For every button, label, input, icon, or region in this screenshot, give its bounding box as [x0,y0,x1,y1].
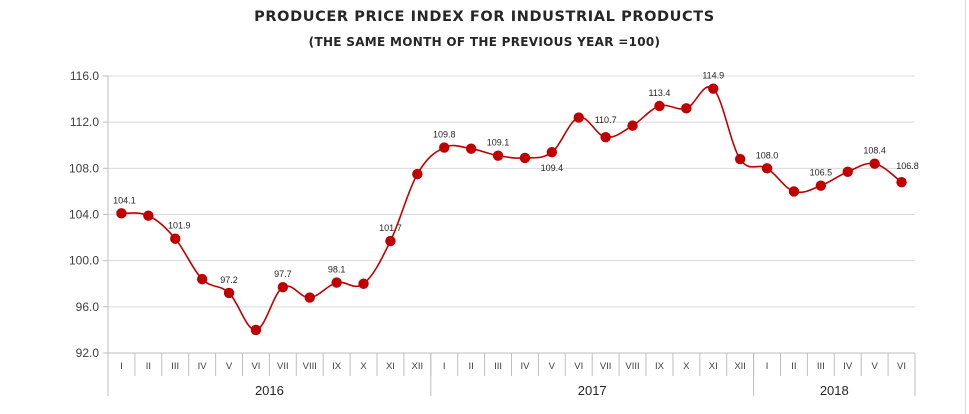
x-tick-label: X [683,361,690,372]
x-tick-label: VIII [303,361,317,372]
data-point [815,180,827,191]
data-point [277,282,289,293]
data-point [492,150,504,161]
data-label: 101.7 [379,223,402,233]
x-tick-label: IV [520,361,530,372]
x-tick-label: II [791,361,796,372]
data-label: 109.8 [433,130,456,140]
chart-title: PRODUCER PRICE INDEX FOR INDUSTRIAL PROD… [254,9,715,25]
y-tick-label: 92.0 [76,346,100,360]
x-tick-label: V [226,361,233,372]
data-point [681,103,692,114]
data-point [116,208,127,219]
y-tick-label: 116.0 [70,69,99,83]
data-label: 101.9 [168,221,191,231]
x-tick-label: XI [709,361,718,372]
x-axis-years: 2016 2017 2018 [107,353,916,398]
year-label: 2018 [820,383,849,398]
x-tick-label: VII [600,361,612,372]
data-label: 109.4 [541,163,564,173]
data-label: 98.1 [328,265,346,275]
data-label: 113.4 [649,88,671,98]
y-axis-ticks: 92.0 96.0 100.0 104.0 108.0 112.0 116.0 [69,69,108,360]
y-tick-label: 96.0 [76,300,100,314]
data-point [331,277,342,288]
x-tick-label: III [817,361,825,372]
data-label: 106.8 [896,161,919,171]
x-tick-label: VI [897,361,906,372]
data-point [143,210,154,221]
year-label: 2017 [578,383,607,398]
data-point [196,273,208,285]
x-tick-label: XI [386,361,395,372]
data-points [116,83,907,336]
data-label: 108.0 [756,150,779,160]
x-tick-label: X [360,361,367,372]
data-point [465,143,477,154]
y-tick-label: 112.0 [70,115,99,129]
x-tick-label: IX [332,361,342,372]
data-labels: 104.1 101.9 97.2 97.7 98.1 101.7 109.8 109.1 109… [113,71,919,285]
data-point [412,168,423,180]
data-point [250,324,262,336]
x-axis-ticks: I II III IV V VI VII VIII IX X XI XII I II III IV V VI VII… [107,353,916,376]
x-tick-label: I [443,361,446,372]
x-tick-label: III [494,361,502,372]
data-point [869,158,880,169]
data-point [896,176,907,188]
data-label: 109.1 [487,138,510,148]
x-tick-label: VIII [625,361,639,372]
x-tick-label: VI [251,361,260,372]
x-tick-label: I [120,361,123,372]
data-label: 114.9 [702,71,724,81]
data-label: 106.5 [810,168,833,178]
year-label: 2016 [255,383,284,398]
x-tick-label: XII [412,361,424,372]
data-label: 110.7 [595,115,617,125]
data-label: 97.2 [220,275,238,285]
y-tick-label: 108.0 [69,161,99,175]
y-tick-label: 104.0 [69,208,99,222]
x-tick-label: IX [655,361,665,372]
data-label: 108.4 [863,146,886,156]
y-tick-label: 100.0 [69,254,99,268]
data-point [519,152,531,164]
x-tick-label: IV [198,361,208,372]
data-point [170,233,181,244]
data-point [654,100,665,112]
data-point [600,131,611,143]
x-tick-label: IV [843,361,853,372]
data-point [734,153,746,165]
x-tick-label: III [171,361,179,372]
data-point [358,278,369,289]
data-point [708,83,719,94]
data-point [761,163,773,174]
x-tick-label: V [871,361,878,372]
x-tick-label: VI [574,361,583,372]
data-point [439,142,450,153]
data-point [788,186,800,197]
x-tick-label: II [146,361,151,372]
data-point [223,287,235,299]
x-tick-label: II [469,361,474,372]
data-point [304,292,315,303]
data-point [546,146,558,158]
x-tick-label: VII [277,361,289,372]
data-label: 104.1 [113,195,136,205]
x-tick-label: I [766,361,769,372]
series-line [121,85,903,331]
x-tick-label: V [549,361,556,372]
data-point [842,166,853,177]
chart-subtitle: (THE SAME MONTH OF THE PREVIOUS YEAR =10… [308,35,661,49]
x-tick-label: XII [734,361,746,372]
data-point [573,112,584,123]
data-point [385,235,396,247]
gridlines [108,75,915,354]
data-label: 97.7 [274,269,292,279]
frame-border [965,0,966,414]
data-point [627,120,638,131]
